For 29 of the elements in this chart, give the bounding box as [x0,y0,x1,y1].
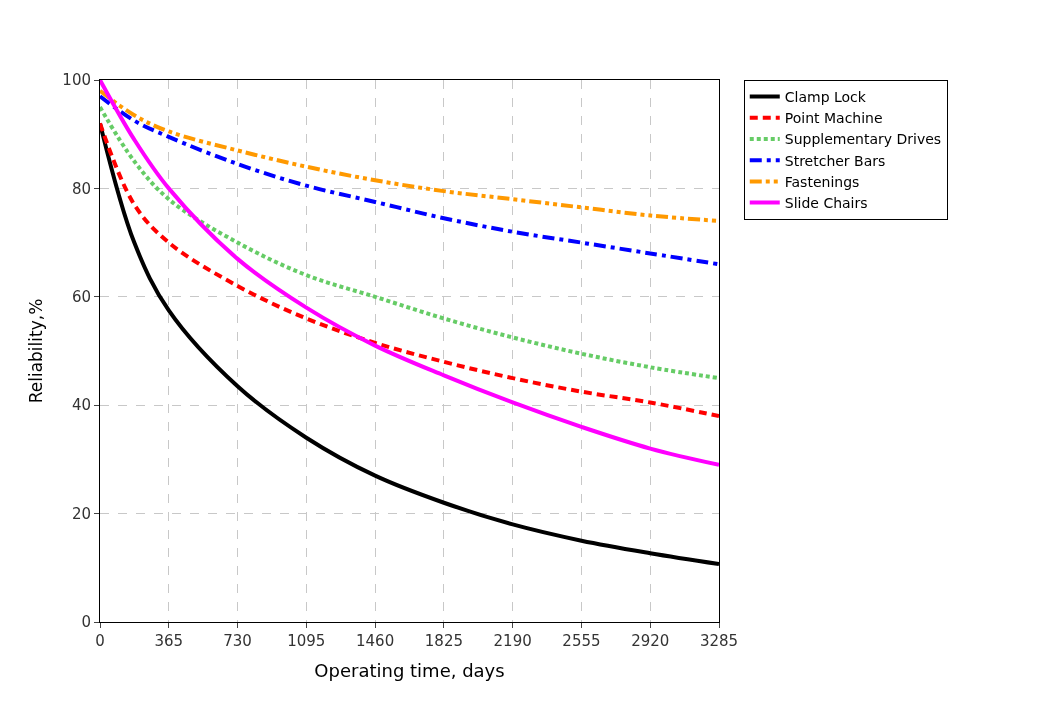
y-tick-label: 20 [71,504,91,523]
x-tick-label: 2920 [631,632,670,650]
legend-label: Supplementary Drives [784,131,942,148]
x-axis-title: Operating time, days [314,660,505,682]
y-tick-label: 0 [81,613,91,632]
legend-label: Slide Chairs [784,195,868,212]
legend-label: Clamp Lock [784,89,867,106]
line-series [100,105,719,381]
y-tick-label: 100 [62,71,91,90]
line-series [100,121,719,419]
line-series [100,94,719,267]
x-tick-label: 3285 [699,632,739,650]
x-tick-label: 1460 [356,632,395,650]
line-series [100,80,719,467]
x-tick-label: 2190 [493,632,532,650]
legend-label: Stretcher Bars [784,152,886,169]
legend-label: Point Machine [784,110,883,127]
x-tick-label: 730 [223,632,252,650]
y-tick-label: 40 [71,396,91,415]
x-tick-label: 2555 [562,632,601,650]
y-tick-label: 60 [71,288,91,307]
legend-label: Fastenings [784,173,860,190]
line-series [100,88,719,223]
x-tick-label: 365 [154,632,184,650]
x-tick-label: 1825 [424,632,463,650]
x-tick-label: 0 [95,632,105,650]
y-axis-title: Reliability,% [25,298,46,404]
x-tick-label: 1095 [287,632,326,650]
y-tick-label: 80 [71,179,91,198]
